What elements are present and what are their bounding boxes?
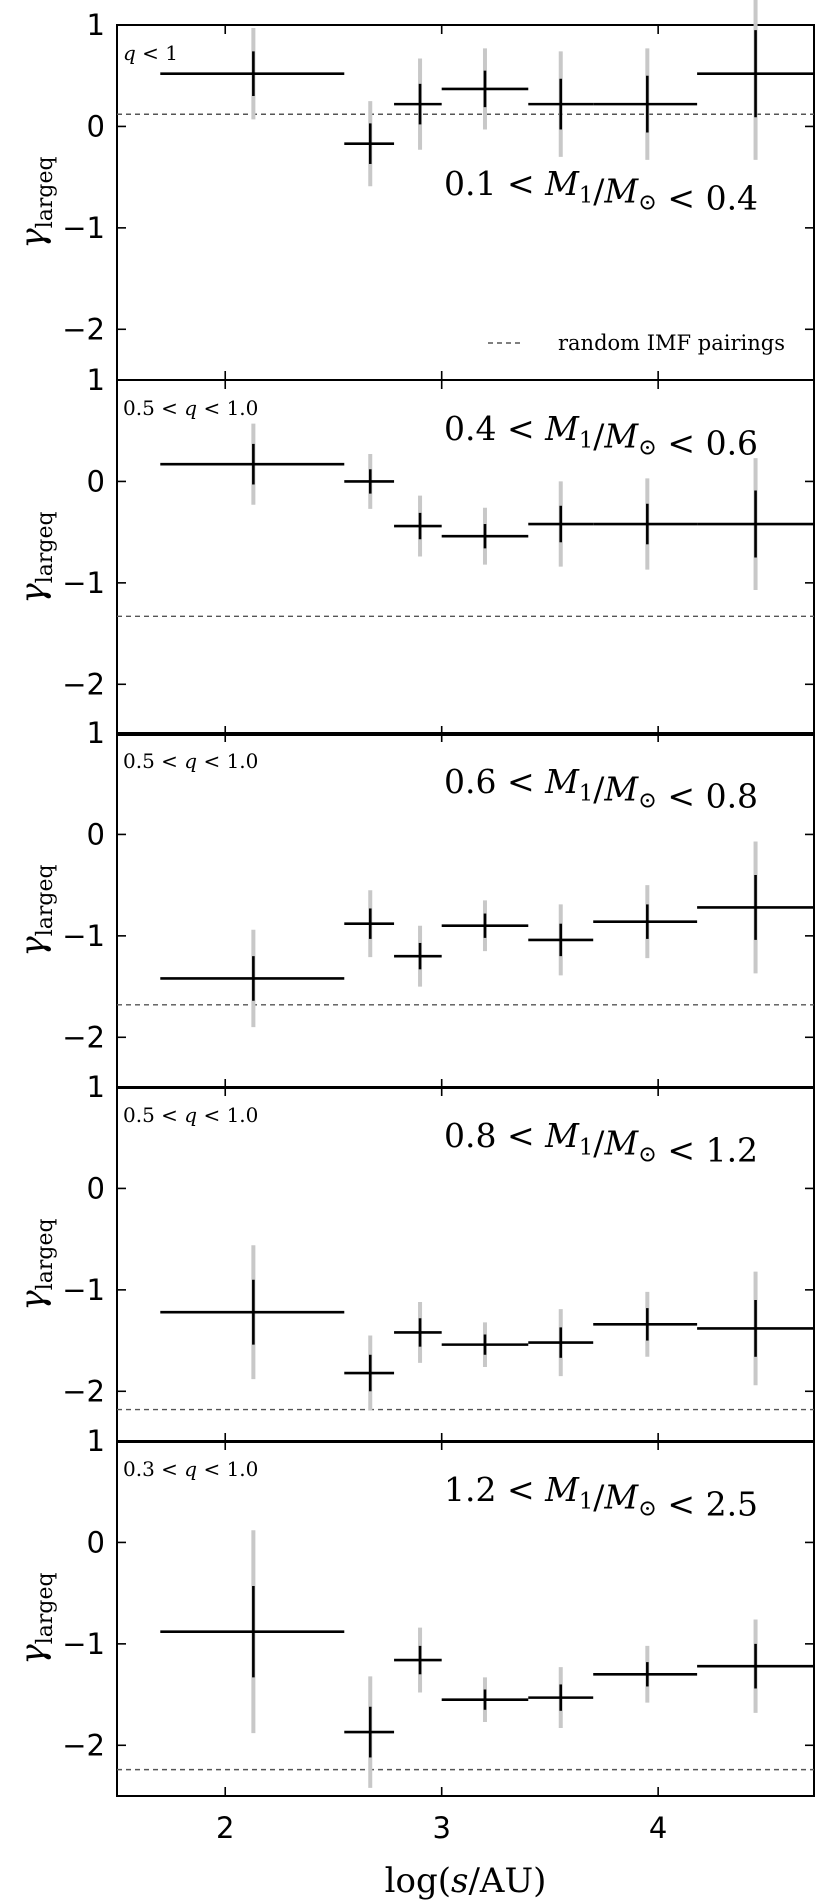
y-tick-label: −2 xyxy=(62,312,105,346)
y-tick-label: 0 xyxy=(87,464,105,498)
q-range-label: 0.3 < q < 1.0 xyxy=(123,1457,258,1481)
x-axis-label: log(s/AU) xyxy=(385,1861,547,1901)
y-tick-label: −2 xyxy=(62,1020,105,1054)
y-tick-label: −1 xyxy=(62,1273,105,1307)
mass-range-label: 0.4 < M1/M⊙ < 0.6 xyxy=(444,409,758,463)
y-axis-label: γlargeq xyxy=(13,1218,58,1310)
panel-5: 1 0 −1 −2 γlargeq 0.3 < q < 1.0 1.2 < M1/M⊙ < … xyxy=(13,1424,815,1797)
y-tick-label: 1 xyxy=(87,716,105,750)
mass-range-label: 0.6 < M1/M⊙ < 0.8 xyxy=(444,762,758,816)
x-tick-label: 2 xyxy=(216,1811,234,1845)
q-range-label: 0.5 < q < 1.0 xyxy=(123,396,258,420)
y-tick-label: −1 xyxy=(62,211,105,245)
panel-3: 1 0 −1 −2 γlargeq 0.5 < q < 1.0 0.6 < M1/M⊙ < … xyxy=(13,716,815,1089)
x-tick-label: 4 xyxy=(649,1811,667,1845)
mass-range-label: 0.1 < M1/M⊙ < 0.4 xyxy=(444,164,758,218)
y-tick-label: 0 xyxy=(87,817,105,851)
y-tick-label: 1 xyxy=(87,1070,105,1104)
y-tick-label: −2 xyxy=(62,667,105,701)
mass-range-label: 1.2 < M1/M⊙ < 2.5 xyxy=(444,1470,758,1524)
y-tick-label: 1 xyxy=(87,8,105,42)
y-axis-label: γlargeq xyxy=(13,511,58,603)
panel-1: 1 0 −1 −2 γlargeq q < 1 0.1 < M1/M⊙ < 0.4 rando… xyxy=(13,0,815,381)
y-tick-label: −2 xyxy=(62,1728,105,1762)
y-tick-label: 1 xyxy=(87,1424,105,1458)
q-range-label: q < 1 xyxy=(123,41,178,65)
legend-label: random IMF pairings xyxy=(558,331,785,355)
y-tick-label: 1 xyxy=(87,363,105,397)
x-axis: 2 3 4 log(s/AU) xyxy=(216,1811,667,1901)
y-tick-label: −1 xyxy=(62,1627,105,1661)
panels: 1 0 −1 −2 γlargeq q < 1 0.1 < M1/M⊙ < 0.4 rando… xyxy=(13,0,815,1797)
y-tick-label: −1 xyxy=(62,566,105,600)
y-tick-label: −1 xyxy=(62,919,105,953)
y-tick-label: −2 xyxy=(62,1374,105,1408)
panel-frame xyxy=(116,379,815,736)
y-axis-label: γlargeq xyxy=(13,864,58,956)
x-tick-label: 3 xyxy=(432,1811,450,1845)
panel-frame xyxy=(116,1440,815,1797)
panel-2: 1 0 −1 −2 γlargeq 0.5 < q < 1.0 0.4 < M1/M⊙ < … xyxy=(13,363,815,736)
y-tick-label: 0 xyxy=(87,109,105,143)
y-tick-label: 0 xyxy=(87,1525,105,1559)
y-axis-label: γlargeq xyxy=(13,1572,58,1664)
mass-range-label: 0.8 < M1/M⊙ < 1.2 xyxy=(444,1116,758,1170)
q-range-label: 0.5 < q < 1.0 xyxy=(123,749,258,773)
q-range-label: 0.5 < q < 1.0 xyxy=(123,1103,258,1127)
y-axis-label: γlargeq xyxy=(13,156,58,248)
y-tick-label: 0 xyxy=(87,1171,105,1205)
panel-4: 1 0 −1 −2 γlargeq 0.5 < q < 1.0 0.8 < M1/M⊙ < … xyxy=(13,1070,815,1443)
